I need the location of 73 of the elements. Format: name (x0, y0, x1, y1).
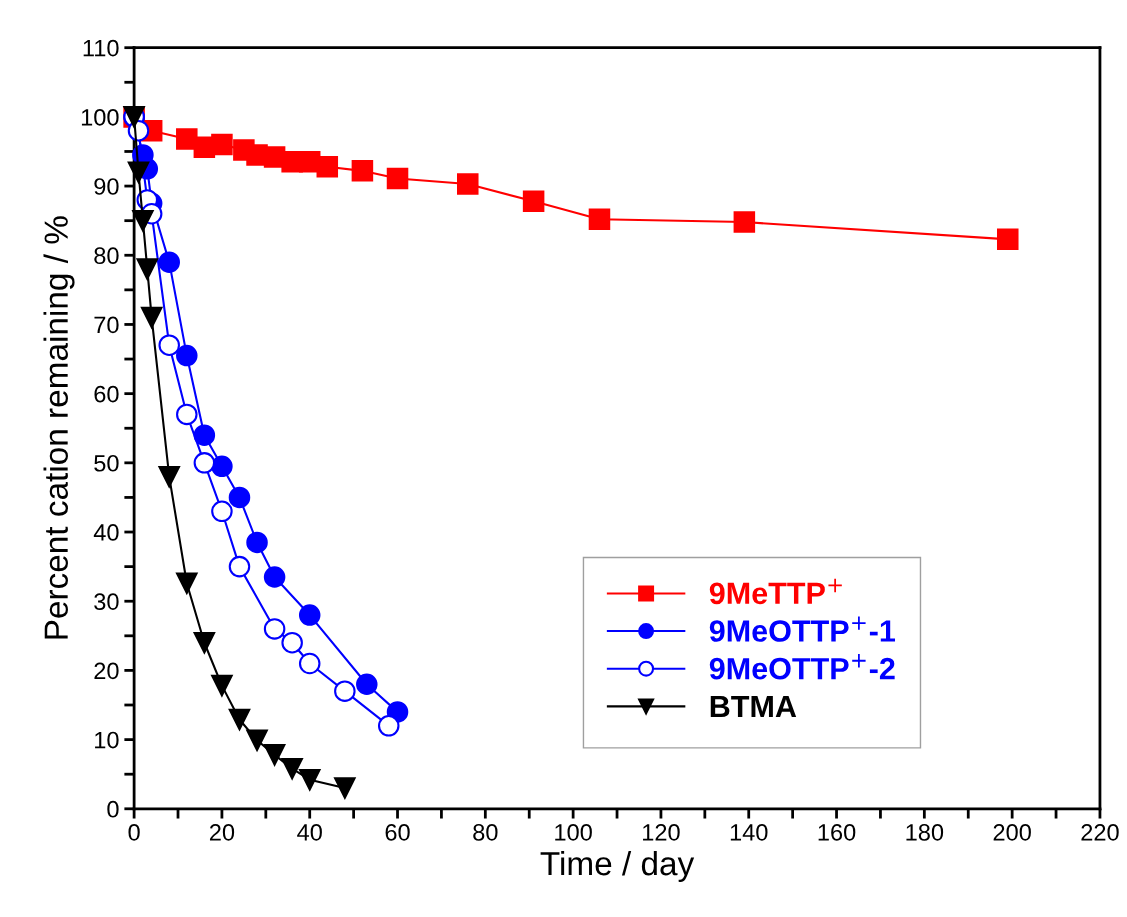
point (246, 531, 268, 554)
point (228, 555, 251, 578)
y-tick-label: 110 (83, 39, 119, 57)
point (457, 173, 479, 195)
point (356, 673, 378, 696)
x-tick-label: 160 (818, 824, 856, 841)
point (176, 403, 198, 426)
y-axis-title: Percent cation remaining / % (43, 216, 75, 639)
point (211, 455, 233, 478)
x-tick-label: 100 (555, 824, 592, 841)
point (263, 618, 286, 640)
point (281, 631, 303, 654)
x-tick-label: 20 (209, 824, 235, 841)
x-tick-label: 0 (128, 824, 140, 841)
point (158, 251, 180, 273)
point (377, 715, 400, 737)
point (997, 228, 1019, 251)
point (298, 604, 321, 626)
y-tick-label: 0 (107, 800, 119, 818)
legend-label: 9MeTTP$^{+}$ (709, 578, 842, 605)
point (522, 190, 545, 213)
point (228, 486, 251, 509)
point (263, 566, 286, 588)
y-tick-label: 10 (95, 731, 119, 749)
legend-label: 9MeOTTP$^{+}$-1 (709, 616, 896, 642)
x-tick-label: 120 (643, 824, 680, 841)
point (158, 334, 180, 356)
y-tick-label: 40 (93, 524, 119, 541)
point (158, 465, 180, 488)
point (176, 128, 198, 150)
x-tick-label: 180 (906, 824, 944, 841)
point (211, 500, 233, 523)
y-tick-label: 20 (94, 662, 119, 680)
y-tick-label: 70 (94, 316, 119, 334)
point (211, 674, 233, 697)
point (140, 306, 163, 329)
point (193, 452, 216, 474)
x-tick-label: 80 (473, 824, 498, 841)
y-tick-label: 30 (94, 593, 119, 611)
point (176, 572, 198, 594)
y-tick-label: 60 (94, 385, 119, 403)
point (263, 744, 286, 766)
point (127, 161, 150, 183)
y-tick-label: 80 (94, 247, 119, 265)
point (132, 209, 154, 232)
point (334, 777, 356, 799)
point (176, 344, 198, 367)
point (316, 155, 339, 178)
point (211, 133, 233, 156)
point (298, 768, 321, 791)
x-tick-label: 60 (385, 824, 410, 841)
point (228, 708, 251, 731)
point (193, 424, 216, 446)
x-tick-label: 220 (1081, 824, 1119, 841)
point (298, 652, 321, 675)
point (281, 757, 303, 780)
point (193, 631, 216, 654)
y-tick-label: 50 (94, 454, 119, 472)
point (351, 160, 374, 182)
x-axis-title: Time / day (540, 850, 695, 883)
legend-label: BTMA (710, 696, 797, 718)
point (386, 167, 409, 190)
x-tick-label: 140 (730, 824, 768, 841)
x-tick-label: 40 (297, 824, 322, 841)
point (733, 211, 756, 233)
x-tick-label: 200 (993, 824, 1031, 841)
point (136, 258, 159, 280)
point (588, 208, 611, 231)
legend-label: 9MeOTTP$^{+}$-2 (709, 654, 895, 680)
point (246, 729, 268, 752)
y-tick-label: 90 (94, 178, 119, 195)
y-tick-label: 100 (81, 108, 119, 126)
point (334, 680, 356, 702)
